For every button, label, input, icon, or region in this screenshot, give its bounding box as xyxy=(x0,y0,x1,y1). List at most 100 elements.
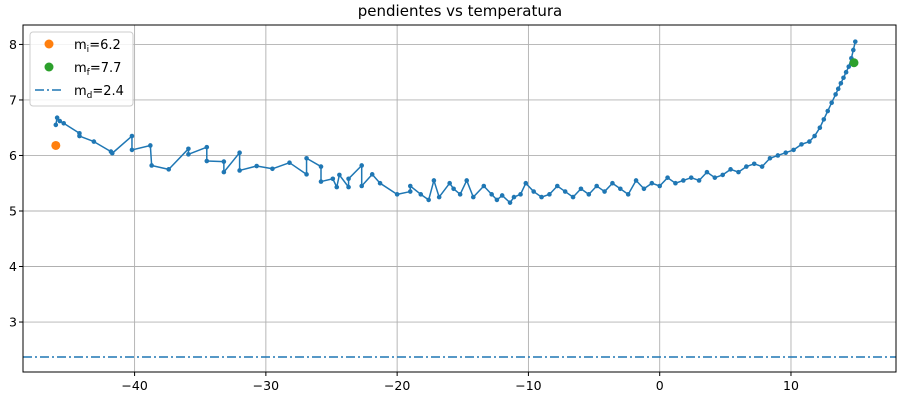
plot-frame xyxy=(22,24,897,373)
series-point xyxy=(287,160,292,165)
series-point xyxy=(744,164,749,169)
series-point xyxy=(254,163,259,169)
y-tick-label: 8 xyxy=(9,37,17,52)
legend-label: mi=6.2 xyxy=(74,38,121,55)
series-point xyxy=(507,200,513,205)
series-point xyxy=(359,183,364,189)
y-tick-label: 4 xyxy=(9,259,17,274)
series-point xyxy=(447,180,452,186)
series-point xyxy=(221,159,227,164)
series-point xyxy=(407,189,413,194)
series-point xyxy=(547,192,552,197)
series-point xyxy=(148,143,153,148)
series-point xyxy=(586,192,592,197)
series-point xyxy=(759,164,765,169)
series-point xyxy=(481,183,487,189)
series-point xyxy=(843,69,849,75)
series-point xyxy=(237,168,242,173)
series-point xyxy=(518,192,523,197)
series-point xyxy=(625,192,631,197)
series-point xyxy=(720,172,726,178)
series-point xyxy=(436,194,442,200)
series-point xyxy=(369,172,375,177)
series-point xyxy=(688,175,694,180)
series-point xyxy=(451,186,456,192)
series-point xyxy=(489,192,494,197)
legend: mi=6.2 mf=7.7 md=2.4 xyxy=(29,31,134,107)
series-point xyxy=(57,118,63,124)
series-point xyxy=(149,163,154,168)
series-point xyxy=(431,178,437,183)
series-point xyxy=(330,176,336,182)
series-point xyxy=(829,100,834,106)
series-point xyxy=(334,184,340,190)
series-point xyxy=(835,86,841,92)
series-point xyxy=(610,180,615,186)
legend-marker xyxy=(44,62,54,72)
series-point xyxy=(838,80,844,86)
series-point xyxy=(166,167,172,172)
series-point xyxy=(204,158,210,164)
series-point xyxy=(337,172,342,178)
data-series xyxy=(53,39,858,205)
axis-ticks: −40 −30 −20 −10 0 10 3 4 5 6 7 8 xyxy=(9,37,799,393)
series-point xyxy=(418,192,424,197)
series-point xyxy=(91,139,97,144)
series-point xyxy=(61,120,66,126)
series-point xyxy=(109,150,115,156)
series-point xyxy=(523,180,529,186)
series-point xyxy=(129,147,135,153)
series-point xyxy=(570,194,576,200)
series-point xyxy=(681,178,686,183)
series-point xyxy=(696,178,702,183)
initial-point xyxy=(51,140,61,150)
series-point xyxy=(457,192,463,197)
x-tick-label: −20 xyxy=(384,378,410,393)
series-point xyxy=(511,194,517,200)
y-tick-label: 5 xyxy=(9,203,17,218)
series-point xyxy=(841,75,846,81)
series-point xyxy=(728,167,733,172)
series-point xyxy=(407,183,413,189)
series-point xyxy=(783,150,789,155)
x-tick-label: −10 xyxy=(515,378,541,393)
series-point xyxy=(833,92,838,97)
series-point xyxy=(578,186,584,192)
series-point xyxy=(318,164,324,169)
series-point xyxy=(531,189,536,194)
series-point xyxy=(346,176,351,182)
y-tick-label: 6 xyxy=(9,148,17,163)
final-point xyxy=(849,58,859,68)
series-point xyxy=(817,125,823,131)
legend-box xyxy=(29,31,134,107)
series-point xyxy=(359,163,364,168)
series-point xyxy=(767,155,773,161)
series-point xyxy=(704,169,710,175)
x-tick-label: 0 xyxy=(656,378,664,393)
series-point xyxy=(318,179,324,184)
series-point xyxy=(464,178,470,183)
series-point xyxy=(562,189,568,194)
series-point xyxy=(555,183,560,189)
series-point xyxy=(851,47,856,53)
series-point xyxy=(821,117,827,122)
series-point xyxy=(665,175,670,180)
series-point xyxy=(237,150,242,155)
series-point xyxy=(54,115,60,121)
series-point xyxy=(426,197,431,203)
series-point xyxy=(539,194,544,200)
series-point xyxy=(594,183,599,189)
series-point xyxy=(499,193,505,198)
legend-label: mf=7.7 xyxy=(74,61,121,78)
chart-title: pendientes vs temperatura xyxy=(358,2,562,20)
grid xyxy=(23,25,896,372)
series-point xyxy=(204,144,210,150)
series-point xyxy=(649,180,655,186)
series-point xyxy=(633,178,639,183)
series-point xyxy=(712,175,718,180)
x-tick-label: −30 xyxy=(253,378,279,393)
series-point xyxy=(129,133,135,139)
series-point xyxy=(346,184,351,190)
series-point xyxy=(736,169,741,175)
